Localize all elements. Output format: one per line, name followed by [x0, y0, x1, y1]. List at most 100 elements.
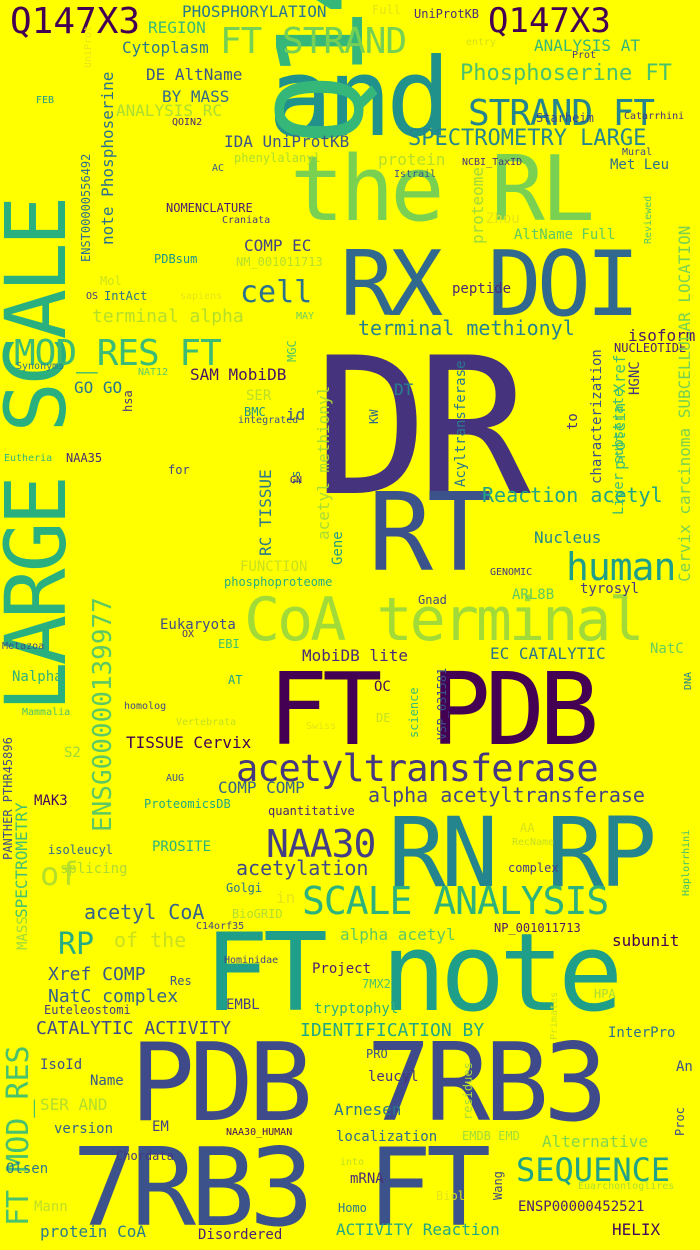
- word: DR: [314, 317, 531, 538]
- word: FEB: [36, 95, 55, 106]
- word: Reaction acetyl: [482, 483, 663, 507]
- word: EMBL: [226, 997, 260, 1013]
- word: CoA terminal: [244, 585, 644, 655]
- word: in: [276, 888, 296, 907]
- word: C14orf35: [196, 921, 245, 932]
- word: HPA: [594, 987, 616, 1001]
- word: Gene: [330, 531, 346, 565]
- word: Res: [170, 974, 192, 988]
- word: REGION: [148, 18, 206, 37]
- word: NUCLEOTIDE: [614, 341, 687, 355]
- word: Liver substrate: [611, 388, 627, 515]
- word: NatC complex: [48, 986, 179, 1007]
- word: IDENTIFICATION BY: [300, 1020, 485, 1041]
- word: the RL: [290, 137, 595, 242]
- word: SER AND: [40, 1095, 108, 1114]
- word: subunit: [612, 931, 680, 950]
- word: alpha acetyltransferase: [368, 783, 645, 807]
- word: terminal methionyl: [358, 316, 575, 340]
- word: FT MOD_RES: [1, 1045, 36, 1226]
- word: ARL8B: [512, 587, 555, 603]
- word: homolog: [124, 701, 167, 712]
- word: ANALYSIS RC: [116, 101, 222, 120]
- word: Met Leu: [610, 157, 670, 173]
- word: IntAct: [104, 289, 148, 303]
- word: GO GO: [74, 378, 123, 397]
- word: SEQUENCE: [516, 1151, 671, 1189]
- word: note Phosphoserine: [98, 71, 117, 245]
- word: acetylation: [236, 856, 369, 880]
- word: Alternative: [542, 1132, 648, 1151]
- word: CATALYTIC ACTIVITY: [36, 1018, 232, 1039]
- word: Primates: [549, 991, 560, 1040]
- word: Craniata: [222, 215, 271, 226]
- word: protein CoA: [40, 1222, 146, 1241]
- word: FUNCTION: [240, 559, 308, 575]
- word: STRAND FT: [468, 93, 655, 134]
- word: IsoId: [40, 1057, 83, 1073]
- word: HELIX: [612, 1220, 661, 1239]
- word: Zhou: [486, 211, 520, 227]
- word: DE AltName: [146, 65, 243, 84]
- word: Cervix carcinoma SUBCELLULAR LOCATION: [675, 225, 694, 582]
- word: MAY: [296, 311, 315, 322]
- word: mRNA: [350, 1171, 384, 1187]
- word: EM: [152, 1119, 169, 1135]
- word: FT STRAND: [220, 21, 407, 62]
- word: ENSG00000139977: [88, 597, 118, 832]
- word: tyrosyl: [580, 581, 640, 597]
- word: OS: [86, 291, 99, 302]
- word: Wang: [491, 1171, 505, 1200]
- word: SAM MobiDB: [190, 365, 287, 384]
- word: Q147X3: [488, 1, 611, 41]
- word: cell: [240, 275, 313, 310]
- word: characterization: [589, 349, 605, 484]
- word: Catarrhini: [624, 111, 685, 122]
- word: Project: [312, 961, 372, 977]
- word: NatC: [650, 641, 684, 657]
- word: acetyl methionyl: [314, 385, 333, 540]
- word: DT: [394, 380, 414, 399]
- word: Prot: [572, 50, 597, 61]
- word: InterPro: [608, 1025, 676, 1041]
- word: PRO: [366, 1047, 388, 1061]
- word: Name: [90, 1073, 124, 1089]
- word: Haplorrhini: [681, 829, 692, 896]
- word: ENST00000556492: [79, 153, 93, 262]
- word: ENSP00000452521: [518, 1199, 645, 1215]
- word: 7MX2: [362, 977, 391, 991]
- word: Mann: [34, 1199, 68, 1215]
- word: AUG: [166, 773, 185, 784]
- word: GENOMIC: [490, 567, 533, 578]
- word: Euteleostomi: [44, 1003, 131, 1017]
- word: Vertebrata: [176, 717, 237, 728]
- word: NAA30: [266, 822, 376, 866]
- word: terminal alpha: [92, 306, 244, 327]
- word: complex: [508, 861, 559, 875]
- word: FT PDB: [268, 651, 599, 768]
- word: UniProt: [83, 25, 94, 68]
- word: NAT12: [138, 367, 169, 378]
- word: of: [40, 855, 79, 893]
- word: NOMENCLATURE: [166, 201, 253, 215]
- word: localization: [336, 1129, 438, 1145]
- word: An: [676, 1059, 693, 1075]
- word: id: [286, 405, 306, 424]
- word: VSP_031581: [435, 667, 449, 740]
- word: Full: [372, 3, 401, 17]
- word: OC: [374, 679, 391, 695]
- word: DNA: [683, 671, 694, 690]
- word: phosphoproteome: [224, 575, 333, 589]
- word: SPECTROMETRY: [12, 802, 31, 918]
- word: Homo: [338, 1201, 367, 1215]
- word: BY MASS: [162, 87, 230, 106]
- word: entry: [466, 37, 497, 48]
- word: TISSUE Cervix: [126, 733, 252, 752]
- word: EBI: [218, 637, 240, 651]
- word: Euarchontoglires: [578, 1181, 675, 1192]
- word: AC: [212, 163, 225, 174]
- word: SCALE ANALYSIS: [302, 879, 609, 923]
- word: SPECTROMETRY LARGE: [408, 126, 647, 151]
- word: NM_001011713: [236, 255, 323, 269]
- word: KW: [367, 409, 381, 424]
